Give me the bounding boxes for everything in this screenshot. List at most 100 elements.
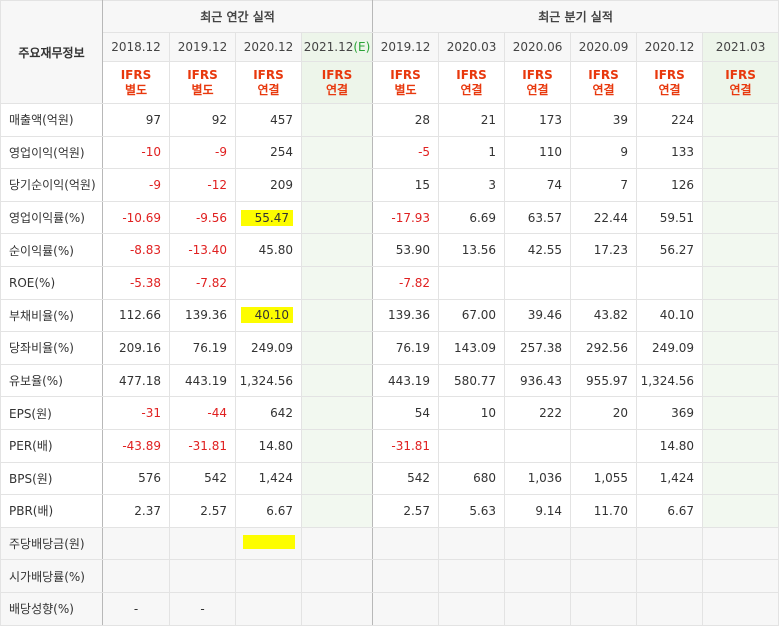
cell-value: -17.93 [391, 210, 431, 225]
annual-period: 2019.12 [169, 32, 236, 62]
quarter-value-cell: 249.09 [636, 331, 704, 365]
cell-value: 1 [488, 145, 497, 160]
ifrs-basis: IFRS 연결 [636, 61, 704, 104]
quarter-value-cell: 9.14 [504, 494, 572, 528]
quarter-value-cell [438, 526, 506, 561]
row-label: 순이익률(%) [0, 233, 103, 267]
quarter-value-cell [372, 591, 440, 626]
cell-value: 1,324.56 [239, 373, 293, 388]
cell-value: 443.19 [388, 373, 431, 388]
cell-value: 257.38 [520, 340, 563, 355]
table-row: BPS(원) 576 542 1,424 542 680 1,036 1,055 1,424 [0, 461, 779, 496]
table-row: EPS(원) -31 -44 642 54 10 222 20 369 [0, 396, 779, 430]
ifrs-basis: IFRS 연결 [702, 61, 779, 104]
cell-value: 224 [671, 112, 695, 127]
quarter-value-cell: 43.82 [570, 298, 638, 333]
quarter-value-cell: 14.80 [636, 428, 704, 463]
quarter-value-cell [702, 526, 779, 561]
cell-value: 22.44 [593, 210, 629, 225]
cell-value: 222 [539, 406, 563, 421]
quarter-value-cell [504, 559, 572, 593]
annual-period: 2018.12 [102, 32, 170, 62]
annual-value-cell [102, 559, 170, 593]
cell-value: 56.27 [659, 243, 695, 258]
cell-value: 139.36 [185, 308, 227, 323]
table-row: 영업이익률(%) -10.69 -9.56 55.47 -17.93 6.69 63.57 2… [0, 200, 779, 235]
annual-value-cell: -9.56 [169, 200, 236, 235]
quarter-value-cell: 39 [570, 103, 638, 137]
quarter-value-cell [702, 168, 779, 202]
cell-value: 21 [480, 112, 497, 127]
annual-value-cell: 542 [169, 461, 236, 496]
table-row: 유보율(%) 477.18 443.19 1,324.56 443.19 580.77 93… [0, 363, 779, 398]
cell-value: 14.80 [258, 438, 293, 453]
cell-value: 15 [414, 177, 431, 192]
quarter-value-cell: 292.56 [570, 331, 638, 365]
cell-value: -31.81 [188, 438, 227, 453]
ifrs-basis: IFRS 연결 [300, 61, 374, 104]
quarter-value-cell: 20 [570, 396, 638, 430]
quarter-value-cell [702, 265, 779, 300]
quarter-value-cell [702, 363, 779, 398]
table-row: 배당성향(%) - - [0, 591, 779, 626]
cell-value: 936.43 [520, 373, 563, 388]
cell-value: 9 [620, 145, 629, 160]
annual-value-cell [169, 559, 236, 593]
annual-value-cell: 1,324.56 [235, 363, 302, 398]
quarter-value-cell: 74 [504, 168, 572, 202]
table-row: 시가배당률(%) [0, 559, 779, 593]
annual-value-cell: - [169, 591, 236, 626]
cell-value: -5 [418, 145, 431, 160]
cell-value: 43.82 [593, 308, 629, 323]
quarter-value-cell: 2.57 [372, 494, 440, 528]
row-label: PBR(배) [0, 494, 103, 528]
cell-value: 2.37 [134, 503, 161, 518]
annual-value-cell: -5.38 [102, 265, 170, 300]
cell-value: 139.36 [388, 308, 431, 323]
highlighted-value: 40.10 [240, 307, 293, 324]
quarter-value-cell [570, 428, 638, 463]
cell-value: 477.18 [119, 373, 161, 388]
quarter-value-cell: 67.00 [438, 298, 506, 333]
quarter-value-cell [702, 135, 779, 170]
quarter-value-cell: 955.97 [570, 363, 638, 398]
quarter-value-cell: 369 [636, 396, 704, 430]
cell-value: 576 [138, 471, 161, 486]
quarter-value-cell [702, 298, 779, 333]
row-label: 당좌비율(%) [0, 331, 103, 365]
annual-value-cell [169, 526, 236, 561]
estimate-mark: (E) [353, 40, 371, 54]
annual-value-cell [102, 526, 170, 561]
quarter-value-cell [504, 428, 572, 463]
cell-value: -31.81 [391, 438, 431, 453]
quarter-value-cell: 936.43 [504, 363, 572, 398]
highlighted-value: 55.47 [240, 209, 293, 226]
quarter-value-cell: 580.77 [438, 363, 506, 398]
annual-value-cell: 76.19 [169, 331, 236, 365]
quarter-value-cell: 173 [504, 103, 572, 137]
annual-value-cell: -7.82 [169, 265, 236, 300]
table-row: 순이익률(%) -8.83 -13.40 45.80 53.90 13.56 42.55 17… [0, 233, 779, 267]
cell-value: -9 [215, 145, 227, 160]
quarter-value-cell: 143.09 [438, 331, 506, 365]
quarter-period: 2019.12 [372, 32, 440, 62]
row-label: 시가배당률(%) [0, 559, 103, 593]
quarter-value-cell: 542 [372, 461, 440, 496]
quarter-period: 2020.12 [636, 32, 704, 62]
annual-value-cell: -13.40 [169, 233, 236, 267]
quarter-value-cell [702, 233, 779, 267]
cell-value: 1,036 [527, 471, 563, 486]
table-row: PER(배) -43.89 -31.81 14.80 -31.81 14.80 [0, 428, 779, 463]
annual-value-cell [300, 168, 374, 202]
cell-value: 443.19 [185, 373, 227, 388]
quarter-value-cell [702, 494, 779, 528]
cell-value: -10 [141, 145, 161, 160]
cell-value: 1,424 [258, 471, 293, 486]
annual-value-cell: 2.57 [169, 494, 236, 528]
quarter-value-cell: 54 [372, 396, 440, 430]
cell-value: 2.57 [200, 503, 227, 518]
quarter-value-cell [702, 103, 779, 137]
cell-value: -9.56 [195, 210, 227, 225]
cell-value: 76.19 [192, 340, 227, 355]
